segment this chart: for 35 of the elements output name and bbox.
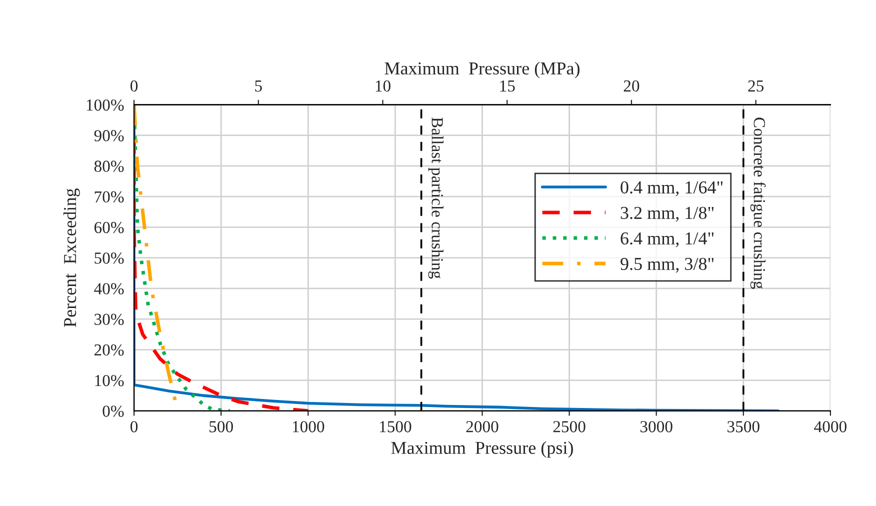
x2-tick-label: 0 bbox=[130, 80, 138, 92]
y-tick-label: 50% bbox=[94, 252, 124, 264]
x-tick-label: 3000 bbox=[640, 421, 672, 432]
x2-tick-label: 10 bbox=[376, 80, 390, 92]
y-tick-label: 100% bbox=[86, 99, 124, 111]
x2-tick-label: 15 bbox=[500, 80, 515, 92]
x-tick-label: 500 bbox=[210, 421, 233, 432]
y-tick-label: 60% bbox=[94, 222, 124, 234]
x-tick-label: 3500 bbox=[728, 421, 760, 432]
y-tick-label: 30% bbox=[94, 314, 124, 326]
x-axis-title: Maximum Pressure (psi) bbox=[391, 441, 573, 458]
y-tick-label: 40% bbox=[94, 283, 124, 294]
y-tick-label: 90% bbox=[94, 130, 124, 142]
y-tick-label: 80% bbox=[94, 160, 124, 172]
x-tick-label: 1000 bbox=[292, 421, 324, 432]
y-tick-label: 0% bbox=[102, 406, 124, 417]
x-tick-label: 0 bbox=[130, 421, 138, 432]
y-tick-label: 70% bbox=[94, 191, 124, 203]
x-tick-label: 2000 bbox=[466, 421, 498, 432]
x-tick-label: 2500 bbox=[553, 421, 586, 432]
ref-line-label: Concrete fatigue crushing bbox=[750, 118, 766, 289]
y-tick-label: 10% bbox=[95, 374, 124, 386]
x2-axis-title: Maximum Pressure (MPa) bbox=[384, 62, 580, 78]
x-tick-label: 4000 bbox=[814, 421, 846, 432]
y-tick-label: 20% bbox=[94, 344, 124, 356]
legend-label: 0.4 mm, 1/64" bbox=[620, 181, 723, 196]
legend-label: 3.2 mm, 1/8" bbox=[620, 206, 714, 222]
x2-tick-label: 25 bbox=[748, 80, 764, 92]
legend-label: 6.4 mm, 1/4" bbox=[620, 232, 714, 248]
x2-tick-label: 5 bbox=[255, 80, 262, 92]
ref-line-label: Ballast particle crushing bbox=[428, 117, 444, 279]
legend-label: 9.5 mm, 3/8" bbox=[620, 258, 714, 273]
x2-tick-label: 20 bbox=[624, 80, 640, 92]
x-tick-label: 1500 bbox=[380, 421, 412, 432]
y-axis-title: Percent Exceeding bbox=[63, 188, 80, 327]
